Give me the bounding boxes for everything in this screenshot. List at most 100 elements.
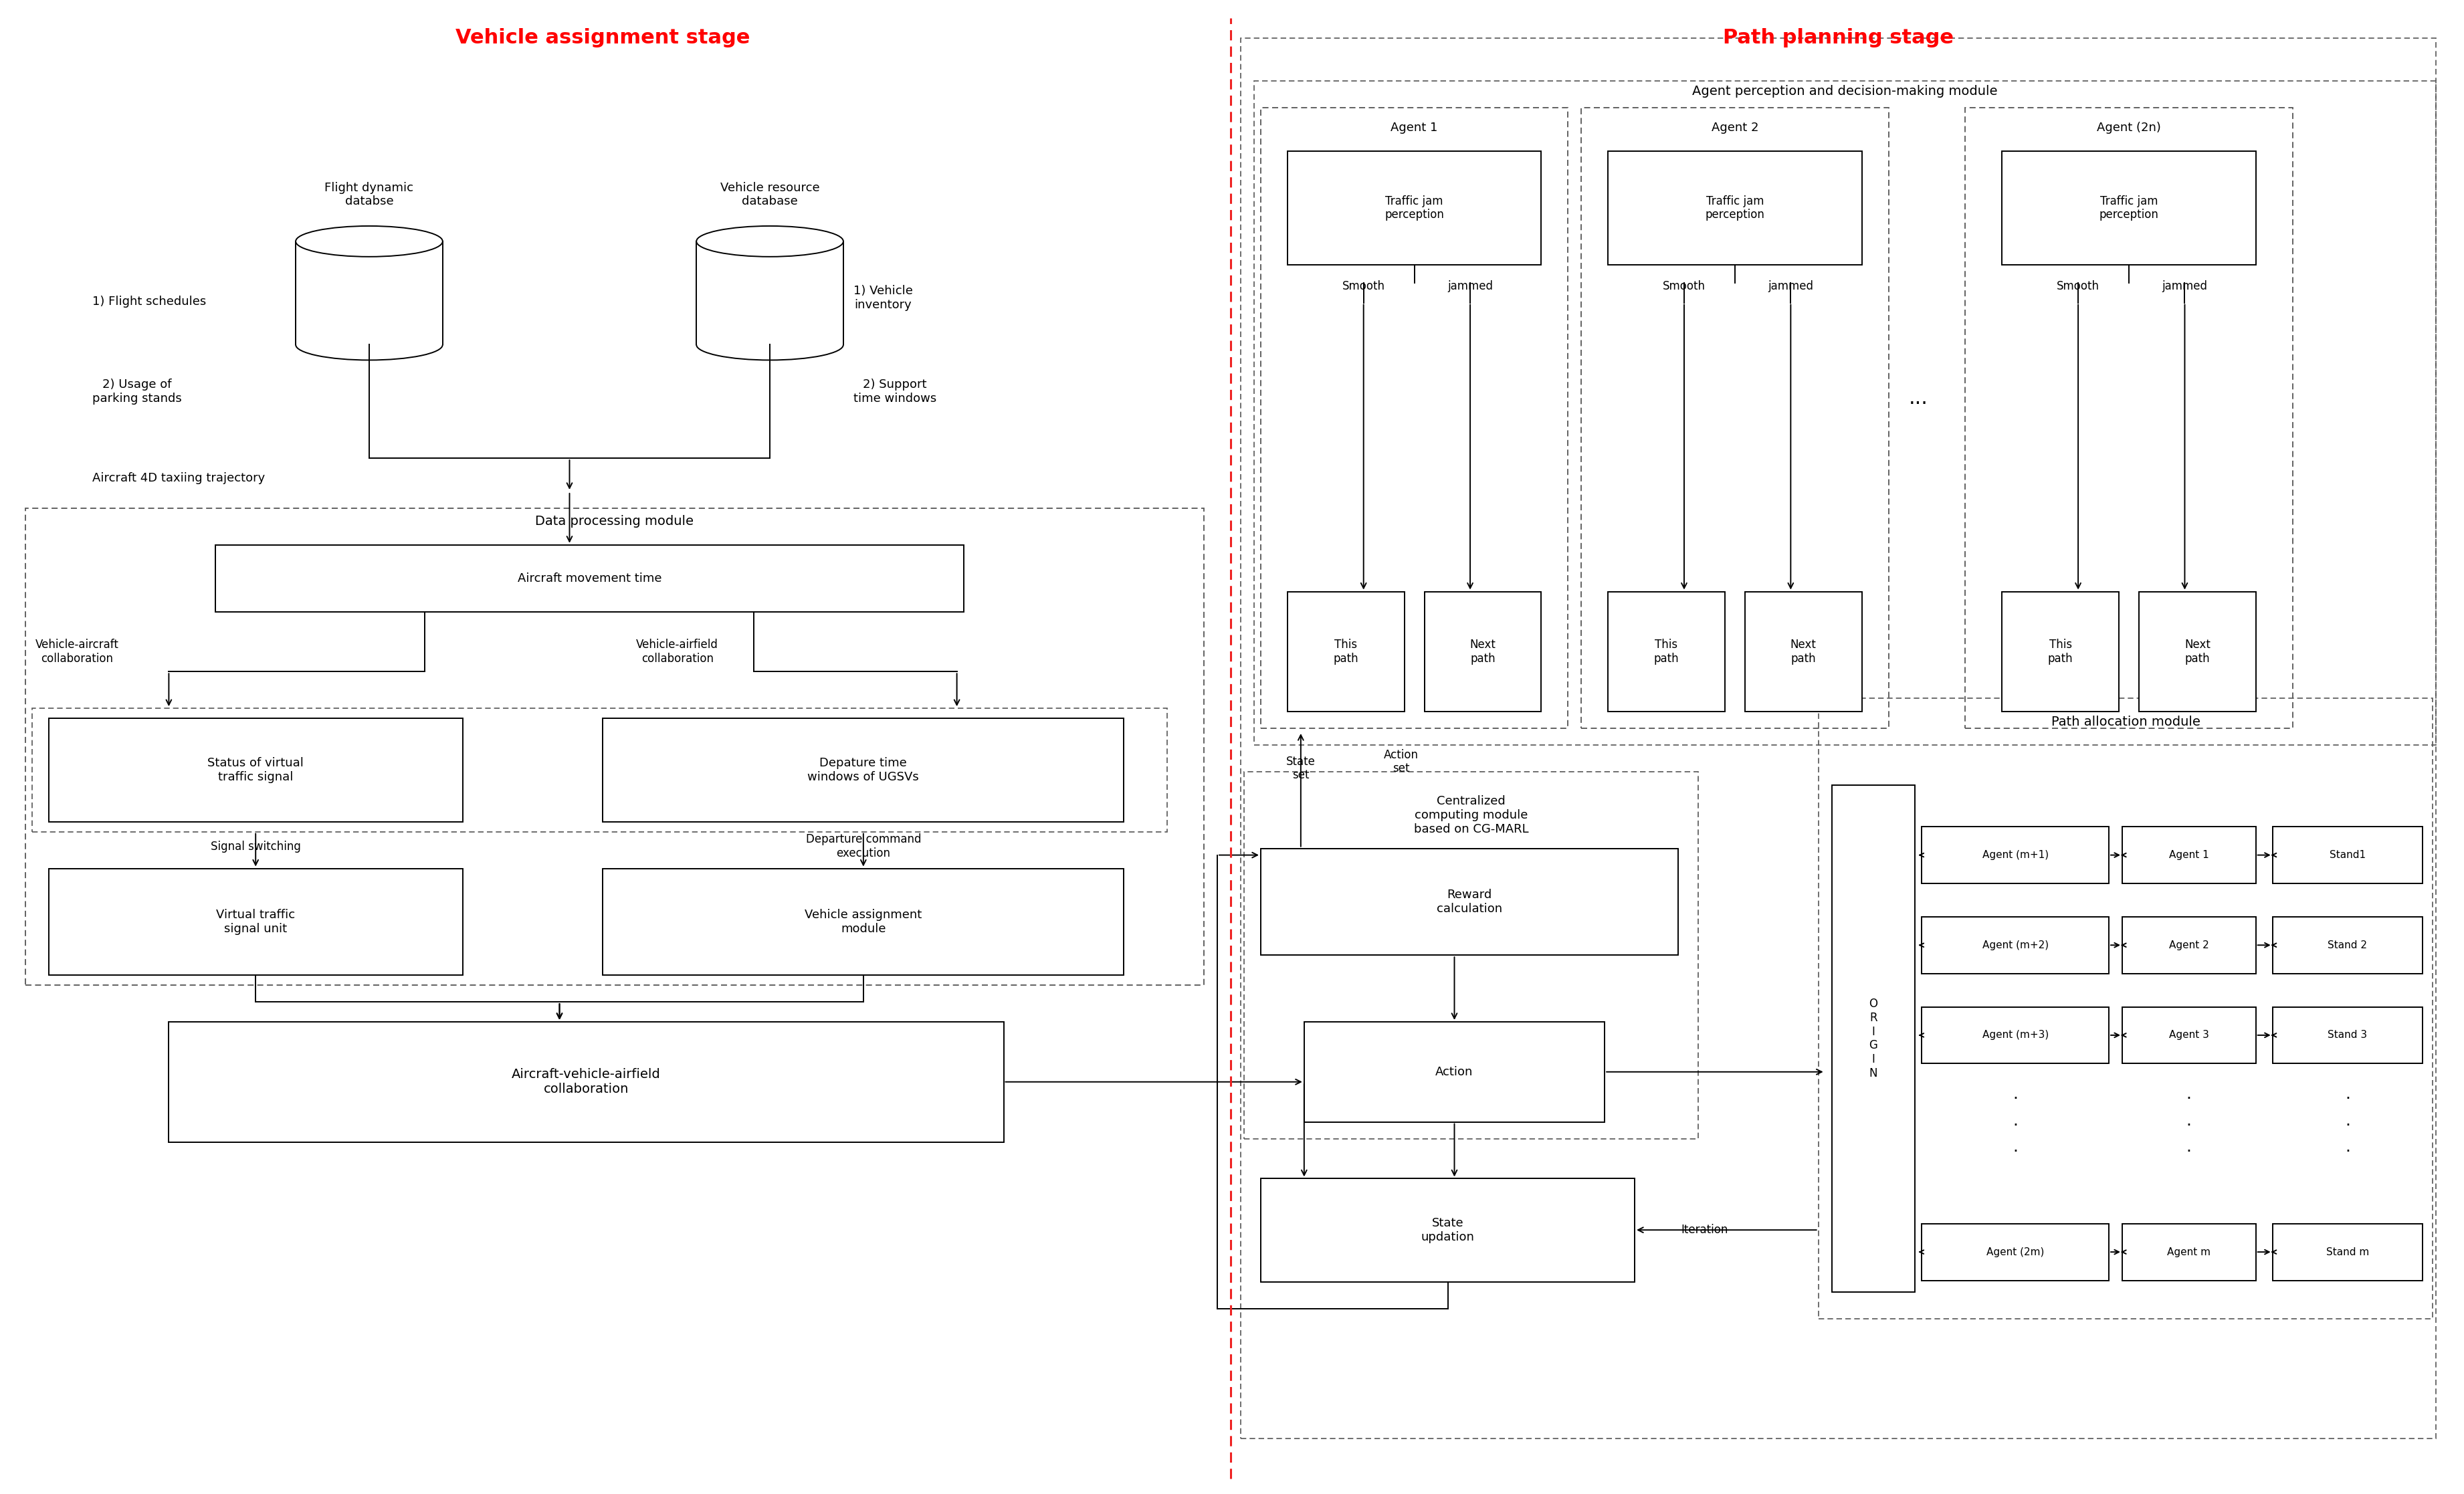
Bar	[1303, 1022, 1604, 1122]
Bar	[214, 545, 963, 611]
Text: Vehicle assignment stage: Vehicle assignment stage	[456, 28, 749, 48]
Text: Aircraft-vehicle-airfield
collaboration: Aircraft-vehicle-airfield collaboration	[513, 1068, 660, 1095]
Text: Agent 1: Agent 1	[2168, 850, 2210, 861]
Bar	[1262, 849, 1678, 955]
Text: Vehicle resource
database: Vehicle resource database	[719, 182, 821, 208]
Text: ·: ·	[2346, 1144, 2351, 1159]
Bar	[296, 242, 444, 345]
Text: Agent (m+3): Agent (m+3)	[1981, 1031, 2048, 1040]
Bar	[1582, 108, 1887, 728]
Bar	[1609, 592, 1725, 711]
Text: Agent perception and decision-making module: Agent perception and decision-making mod…	[1693, 85, 1998, 97]
Text: Reward
calculation: Reward calculation	[1437, 889, 1503, 914]
Text: Iteration: Iteration	[1680, 1224, 1727, 1236]
Text: Vehicle-aircraft
collaboration: Vehicle-aircraft collaboration	[34, 638, 118, 665]
Bar	[1286, 592, 1404, 711]
Bar	[2003, 151, 2255, 264]
Text: Centralized
computing module
based on CG-MARL: Centralized computing module based on CG…	[1414, 795, 1528, 835]
Text: ·: ·	[2013, 1144, 2018, 1159]
Text: This
path: This path	[2048, 638, 2072, 665]
Text: Agent (2n): Agent (2n)	[2097, 123, 2161, 134]
Bar	[2122, 917, 2255, 974]
Bar	[170, 1022, 1003, 1141]
Text: Departure command
execution: Departure command execution	[806, 834, 922, 859]
Text: Agent 2: Agent 2	[1712, 123, 1759, 134]
Bar	[2139, 592, 2255, 711]
Text: This
path: This path	[1333, 638, 1358, 665]
Text: Action: Action	[1437, 1065, 1473, 1077]
Bar	[2272, 917, 2422, 974]
Bar	[2272, 1007, 2422, 1064]
Text: Vehicle-airfield
collaboration: Vehicle-airfield collaboration	[636, 638, 719, 665]
Text: Agent 2: Agent 2	[2168, 940, 2210, 950]
Text: State
updation: State updation	[1422, 1218, 1473, 1243]
Text: Next
path: Next path	[1469, 638, 1496, 665]
Bar	[1922, 826, 2109, 883]
Text: Path allocation module: Path allocation module	[2050, 716, 2200, 728]
Bar	[1242, 37, 2437, 1439]
Bar	[1745, 592, 1863, 711]
Text: Traffic jam
perception: Traffic jam perception	[1385, 196, 1444, 221]
Bar	[49, 868, 463, 976]
Text: ·: ·	[2013, 1091, 2018, 1107]
Text: Action
set: Action set	[1385, 748, 1419, 775]
Bar	[1966, 108, 2292, 728]
Text: Flight dynamic
databse: Flight dynamic databse	[325, 182, 414, 208]
Bar	[1609, 151, 1863, 264]
Text: Next
path: Next path	[2186, 638, 2210, 665]
Text: Traffic jam
perception: Traffic jam perception	[2099, 196, 2158, 221]
Text: Smooth: Smooth	[1343, 279, 1385, 291]
Text: Agent (m+1): Agent (m+1)	[1981, 850, 2048, 861]
Bar	[1922, 1007, 2109, 1064]
Text: 2) Support
time windows: 2) Support time windows	[853, 378, 936, 405]
Text: 1) Vehicle
inventory: 1) Vehicle inventory	[853, 285, 912, 311]
Text: Agent (m+2): Agent (m+2)	[1981, 940, 2048, 950]
Text: O
R
I
G
I
N: O R I G I N	[1870, 998, 1878, 1079]
Bar	[2272, 826, 2422, 883]
Bar	[2272, 1224, 2422, 1280]
Text: ·: ·	[2346, 1118, 2351, 1134]
Bar	[1922, 1224, 2109, 1280]
Bar	[1254, 81, 2437, 746]
Text: 1) Flight schedules: 1) Flight schedules	[91, 296, 207, 308]
Text: Agent (2m): Agent (2m)	[1986, 1247, 2045, 1256]
Text: Stand1: Stand1	[2328, 850, 2365, 861]
Text: ·: ·	[2013, 1118, 2018, 1134]
Text: Agent 1: Agent 1	[1390, 123, 1439, 134]
Text: Stand 3: Stand 3	[2328, 1031, 2368, 1040]
Text: Stand 2: Stand 2	[2328, 940, 2368, 950]
Bar	[2122, 1007, 2255, 1064]
Text: Aircraft 4D taxiing trajectory: Aircraft 4D taxiing trajectory	[91, 472, 264, 484]
Bar	[1262, 1179, 1634, 1282]
Bar	[697, 242, 843, 345]
Bar	[2122, 826, 2255, 883]
Text: Depature time
windows of UGSVs: Depature time windows of UGSVs	[808, 757, 919, 783]
Text: Aircraft movement time: Aircraft movement time	[517, 572, 663, 584]
Text: Vehicle assignment
module: Vehicle assignment module	[806, 908, 922, 935]
Ellipse shape	[697, 226, 843, 257]
Text: State
set: State set	[1286, 756, 1316, 781]
Ellipse shape	[296, 226, 444, 257]
Text: This
path: This path	[1653, 638, 1678, 665]
Bar	[2003, 592, 2119, 711]
Bar	[1424, 592, 1540, 711]
Text: ...: ...	[1910, 388, 1929, 408]
Text: ·: ·	[2186, 1144, 2190, 1159]
Text: Smooth: Smooth	[2057, 279, 2099, 291]
Bar	[2122, 1224, 2255, 1280]
Text: Traffic jam
perception: Traffic jam perception	[1705, 196, 1764, 221]
Text: 2) Usage of
parking stands: 2) Usage of parking stands	[91, 378, 182, 405]
Text: Virtual traffic
signal unit: Virtual traffic signal unit	[217, 908, 296, 935]
Text: Next
path: Next path	[1791, 638, 1816, 665]
Bar	[1922, 917, 2109, 974]
Bar	[1818, 698, 2432, 1319]
Bar	[49, 719, 463, 822]
Text: ·: ·	[2186, 1118, 2190, 1134]
Text: Agent m: Agent m	[2168, 1247, 2210, 1256]
Text: Data processing module: Data processing module	[535, 515, 695, 527]
Bar	[604, 719, 1124, 822]
Text: jammed: jammed	[2161, 279, 2208, 291]
Text: Smooth: Smooth	[1663, 279, 1705, 291]
Text: Signal switching: Signal switching	[209, 841, 301, 853]
Text: Path planning stage: Path planning stage	[1722, 28, 1954, 48]
